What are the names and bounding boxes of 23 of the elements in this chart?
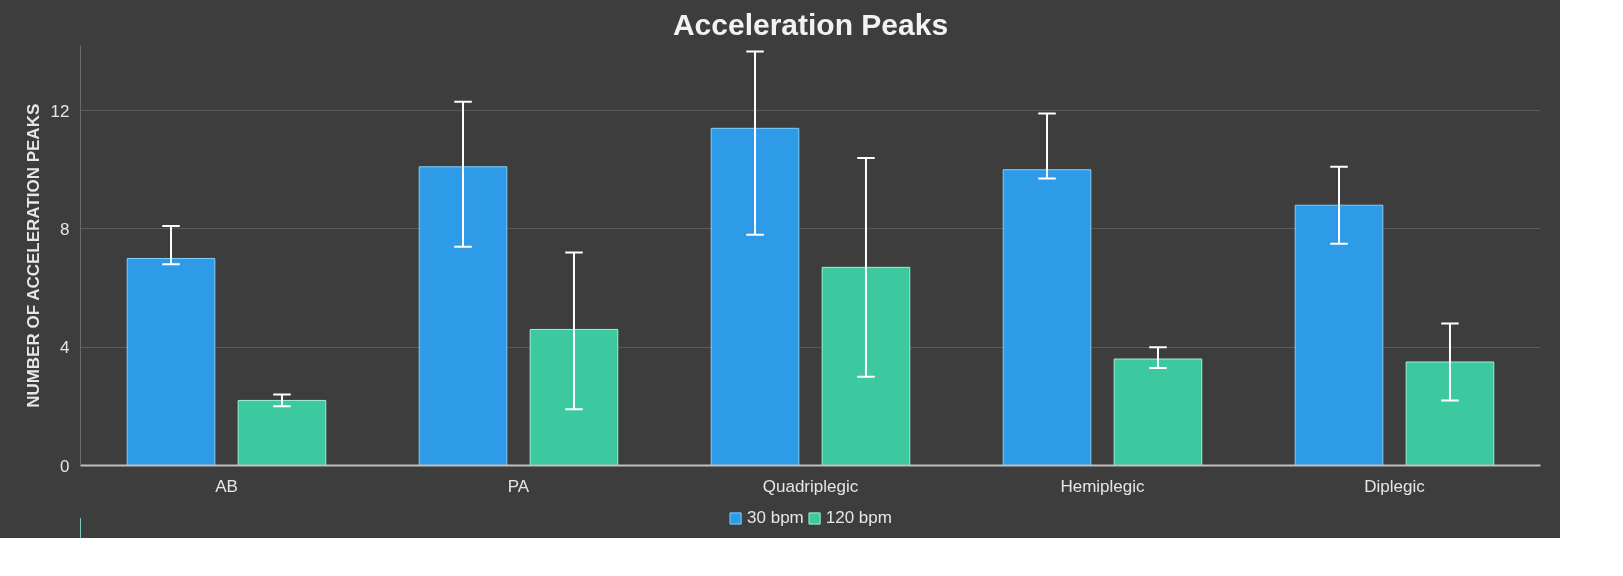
y-tick-label: 0 — [60, 456, 70, 476]
x-tick-label: AB — [215, 476, 238, 496]
bar — [1294, 204, 1384, 466]
x-tick-label: Quadriplegic — [762, 476, 859, 496]
bar — [529, 328, 619, 466]
y-axis-title: NUMBER OF ACCELERATION PEAKS — [23, 103, 43, 408]
bar — [126, 257, 216, 466]
bar — [710, 127, 800, 466]
x-tick-label: Diplegic — [1364, 476, 1426, 496]
y-tick-label: 12 — [50, 101, 70, 121]
bar — [821, 266, 911, 466]
bar — [1405, 361, 1495, 466]
x-tick-label: PA — [507, 476, 530, 496]
x-tick-label: Hemiplegic — [1060, 476, 1146, 496]
bar — [418, 166, 508, 466]
bar — [1113, 358, 1203, 466]
legend-label: 30 bpm — [747, 508, 804, 528]
chart-title: Acceleration Peaks — [672, 7, 949, 41]
bar — [237, 399, 327, 466]
bar — [1002, 169, 1092, 466]
y-tick-label: 8 — [60, 219, 70, 239]
y-tick-label: 4 — [60, 338, 70, 358]
legend-label: 120 bpm — [825, 508, 892, 528]
